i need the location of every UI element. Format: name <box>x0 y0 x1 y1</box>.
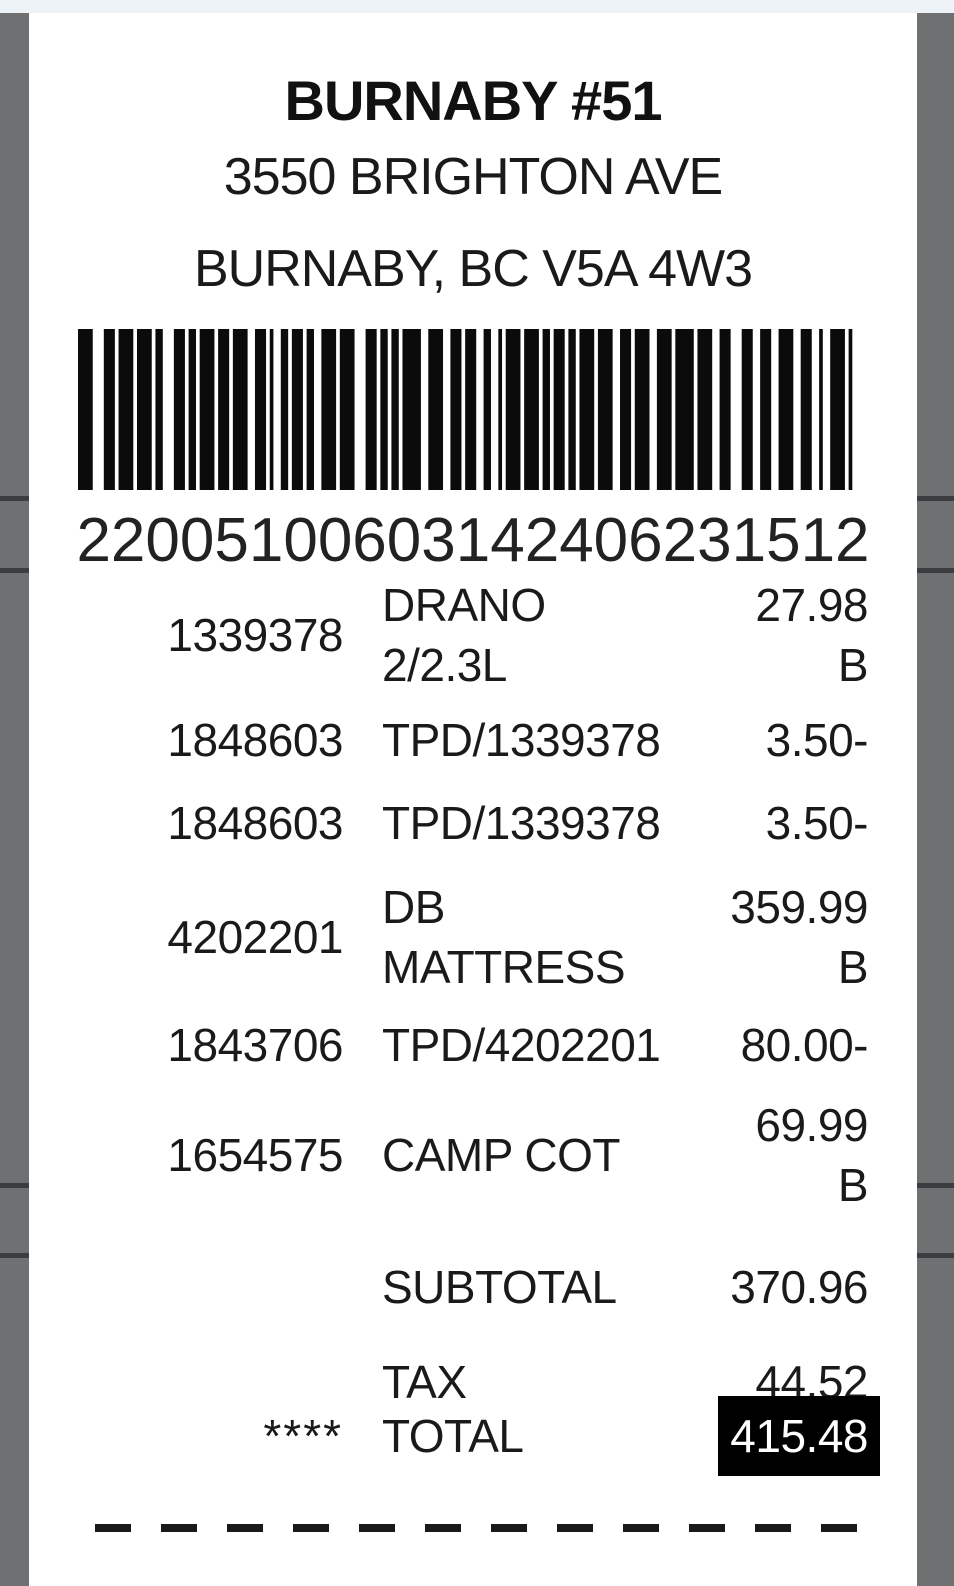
item-price: 359.99 B <box>730 877 868 997</box>
background-list-divider <box>917 496 954 501</box>
item-description: TPD/4202201 <box>382 1015 661 1075</box>
receipt-barcode <box>78 329 856 490</box>
receipt-item-row: 1339378 DRANO 2/2.3L 27.98 B <box>29 575 917 695</box>
item-number: 1848603 <box>167 714 343 766</box>
store-address-line1: 3550 BRIGHTON AVE <box>223 148 723 206</box>
subtotal-row-value: 370.96 <box>730 1261 868 1313</box>
background-list-divider <box>0 1183 29 1188</box>
item-tax-flag: B <box>837 1159 869 1211</box>
receipt-sheet[interactable]: BURNABY #51 3550 BRIGHTON AVE BURNABY, B… <box>29 13 917 1586</box>
background-list-divider <box>0 496 29 501</box>
item-price: 80.00- <box>740 1015 869 1075</box>
total-row-value: 415.48 <box>718 1395 880 1476</box>
receipt-barcode-number: 22005100603142406231512 <box>76 506 870 575</box>
receipt-item-row: 1848603 TPD/1339378 3.50- <box>29 793 917 853</box>
receipt-item-row: 4202201 DB MATTRESS 359.99 B <box>29 877 917 997</box>
background-list-divider <box>917 568 954 573</box>
item-description-line: TPD/1339378 <box>382 797 661 849</box>
background-list-divider <box>917 1183 954 1188</box>
item-description: TPD/1339378 <box>382 710 661 770</box>
receipt-item-row: 1843706 TPD/4202201 80.00- <box>29 1015 917 1075</box>
item-description-line: TPD/1339378 <box>382 714 661 766</box>
subtotal-row: SUBTOTAL 370.96 <box>29 1257 917 1317</box>
item-description-line: MATTRESS <box>382 941 626 993</box>
tax-row-label: TAX <box>382 1356 467 1408</box>
total-value-highlight: 415.48 <box>718 1395 880 1476</box>
item-price-amount: 27.98 <box>755 579 868 631</box>
item-description: CAMP COT <box>382 1125 620 1185</box>
background-list-divider <box>917 1253 954 1258</box>
item-description-line: CAMP COT <box>382 1129 620 1181</box>
item-price-amount: 80.00- <box>740 1019 869 1071</box>
item-tax-flag: B <box>837 941 869 993</box>
item-price-amount: 3.50- <box>765 714 869 766</box>
receipt-item-row: 1654575 CAMP COT 69.99 B <box>29 1095 917 1215</box>
dimmed-backdrop-right[interactable] <box>917 13 954 1586</box>
item-description: DB MATTRESS <box>382 877 626 997</box>
item-description: TPD/1339378 <box>382 793 661 853</box>
background-list-divider <box>0 568 29 573</box>
item-description-line: 2/2.3L <box>382 639 507 691</box>
status-bar-strip <box>0 0 954 13</box>
store-address: 3550 BRIGHTON AVE BURNABY, BC V5A 4W3 <box>29 131 917 315</box>
subtotal-row-label: SUBTOTAL <box>382 1261 617 1313</box>
item-price: 3.50- <box>765 793 869 853</box>
item-number: 1848603 <box>167 797 343 849</box>
item-price: 69.99 B <box>755 1095 868 1215</box>
item-description-line: TPD/4202201 <box>382 1019 661 1071</box>
store-name: BURNABY #51 <box>284 69 663 132</box>
item-price-amount: 359.99 <box>730 881 868 933</box>
item-description-line: DRANO <box>382 579 546 631</box>
item-tax-flag: B <box>837 639 869 691</box>
item-number: 4202201 <box>167 911 343 963</box>
total-row-label: TOTAL <box>382 1409 524 1462</box>
item-description: DRANO 2/2.3L <box>382 575 546 695</box>
total-row: **** TOTAL 415.48 <box>29 1393 917 1478</box>
receipt-item-row: 1848603 TPD/1339378 3.50- <box>29 710 917 770</box>
item-description-line: DB <box>382 881 445 933</box>
receipt-tear-line <box>95 1524 884 1532</box>
item-price: 27.98 B <box>755 575 868 695</box>
item-price-amount: 69.99 <box>755 1099 868 1151</box>
item-number: 1339378 <box>167 609 343 661</box>
item-price: 3.50- <box>765 710 869 770</box>
item-number: 1654575 <box>167 1129 343 1181</box>
background-list-divider <box>0 1253 29 1258</box>
item-number: 1843706 <box>167 1019 343 1071</box>
store-address-line2: BURNABY, BC V5A 4W3 <box>193 240 753 298</box>
dimmed-backdrop-left[interactable] <box>0 13 29 1586</box>
item-price-amount: 3.50- <box>765 797 869 849</box>
total-asterisks: **** <box>263 1409 343 1462</box>
